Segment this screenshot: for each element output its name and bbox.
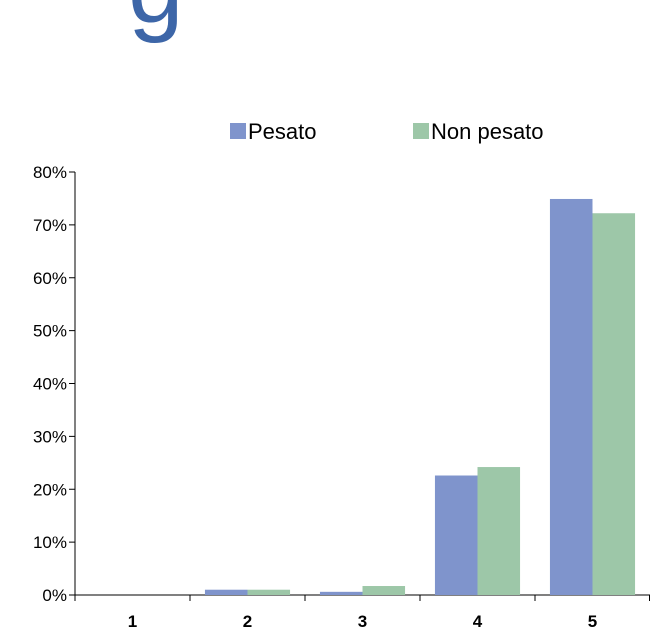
x-category-label: 1 [128,612,137,630]
x-category-label: 3 [358,612,367,630]
bar-non-pesato [247,589,291,595]
y-tick-label: 10% [33,533,67,552]
y-tick-label: 40% [33,375,67,394]
bar-pesato [549,198,593,595]
bar-pesato [204,589,248,595]
legend-label: Pesato [248,119,317,144]
chart-legend: Pesato Non pesato [230,119,544,144]
y-tick-label: 30% [33,427,67,446]
y-tick-label: 20% [33,480,67,499]
x-category-label: 5 [588,612,597,630]
bar-non-pesato [592,213,636,595]
bar-pesato [434,475,478,595]
bar-non-pesato [362,586,406,595]
x-axis: 1 2 3 4 5 [74,594,650,630]
y-axis: 0% 10% 20% 30% 40% 50% 60% 70% 80% [33,163,76,605]
x-category-label: 4 [473,612,483,630]
y-tick-label: 60% [33,269,67,288]
bar-non-pesato [477,467,521,595]
legend-swatch [230,123,246,139]
bar-pesato [319,591,363,595]
page-title-fragment: g [128,0,184,38]
y-tick-label: 50% [33,322,67,341]
legend-label: Non pesato [431,119,544,144]
y-tick-label: 70% [33,216,67,235]
legend-swatch [413,123,429,139]
x-category-label: 2 [243,612,252,630]
y-tick-label: 80% [33,163,67,182]
y-tick-label: 0% [42,586,67,605]
bars-group [204,198,636,595]
